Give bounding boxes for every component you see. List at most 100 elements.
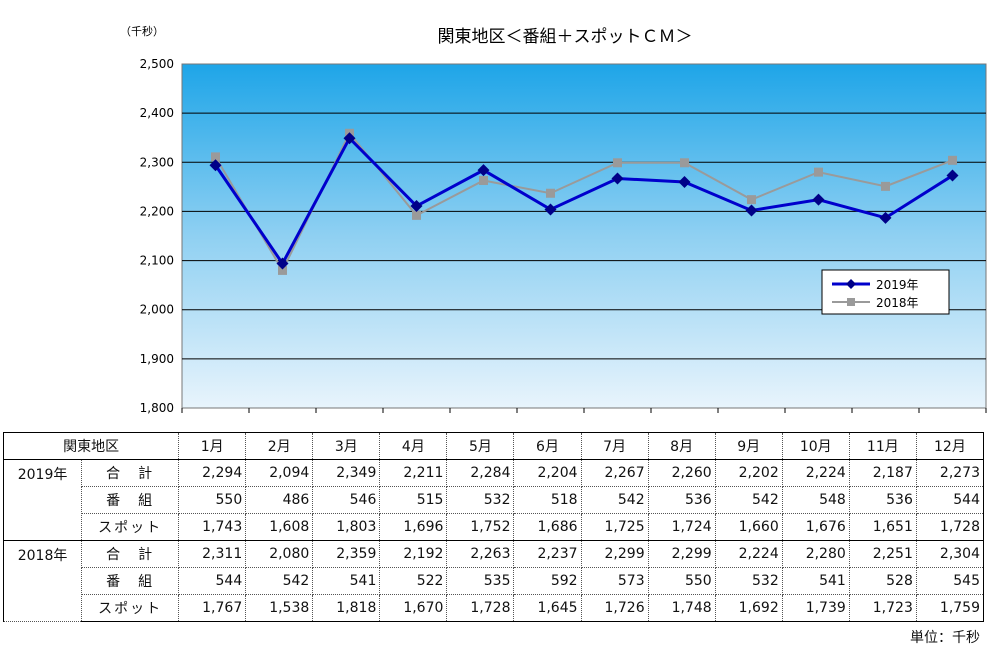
table-cell: 545 <box>915 567 985 595</box>
y-tick-label: 2,000 <box>140 303 174 317</box>
table-cell: 541 <box>781 567 850 595</box>
table-cell: 542 <box>245 567 314 595</box>
table-cell: 1,752 <box>446 513 515 541</box>
y-tick-label: 2,300 <box>140 155 174 169</box>
table-cell: 1,651 <box>848 513 917 541</box>
y-tick-label: 1,800 <box>140 401 174 415</box>
data-table: 関東地区 1月 2月 3月 4月 5月 6月 7月 8月 9月 10月 11月 … <box>2 432 985 622</box>
table-cell: 1,743 <box>178 513 247 541</box>
table-cell: 2,299 <box>647 540 716 568</box>
month-header: 9月 <box>714 432 783 460</box>
month-header: 1月 <box>178 432 247 460</box>
plot-area <box>181 63 987 409</box>
data-point-2019 <box>544 203 557 216</box>
data-point-2018 <box>211 152 220 162</box>
table-cell: 1,803 <box>312 513 381 541</box>
table-cell: 2,204 <box>513 459 582 487</box>
y-tick-label: 2,500 <box>140 57 174 71</box>
data-point-2018 <box>546 188 555 198</box>
legend-label-2018: 2018年 <box>876 296 919 310</box>
month-header: 7月 <box>580 432 649 460</box>
table-cell: 1,728 <box>446 594 515 622</box>
table-row: 番 組 550 486 546 515 532 518 542 536 542 548 536 544 <box>4 486 985 514</box>
row-label: スポット <box>81 594 180 622</box>
month-header: 6月 <box>513 432 582 460</box>
month-header: 8月 <box>647 432 716 460</box>
table-cell: 1,724 <box>647 513 716 541</box>
table-cell: 2,349 <box>312 459 381 487</box>
data-point-2019 <box>946 169 959 182</box>
data-point-2019 <box>477 164 490 177</box>
data-point-2018 <box>948 155 957 165</box>
table-row: スポット 1,743 1,608 1,803 1,696 1,752 1,686 1,725 1… <box>4 513 985 541</box>
month-header: 12月 <box>915 432 985 460</box>
table-cell: 573 <box>580 567 649 595</box>
table-cell: 1,726 <box>580 594 649 622</box>
table-cell: 2,192 <box>379 540 448 568</box>
table-cell: 548 <box>781 486 850 514</box>
table-cell: 2,304 <box>915 540 985 568</box>
table-cell: 2,284 <box>446 459 515 487</box>
table-cell: 1,696 <box>379 513 448 541</box>
data-point-2018 <box>747 195 756 205</box>
table-cell: 1,725 <box>580 513 649 541</box>
table-cell: 518 <box>513 486 582 514</box>
month-header: 3月 <box>312 432 381 460</box>
y-tick-label: 2,100 <box>140 254 174 268</box>
table-cell: 1,728 <box>915 513 985 541</box>
data-point-2019 <box>209 159 222 172</box>
table-cell: 2,299 <box>580 540 649 568</box>
table-cell: 2,311 <box>178 540 247 568</box>
y-tick-label: 2,400 <box>140 106 174 120</box>
month-header: 5月 <box>446 432 515 460</box>
table-cell: 592 <box>513 567 582 595</box>
row-label: スポット <box>81 513 180 541</box>
table-cell: 1,723 <box>848 594 917 622</box>
table-cell: 1,670 <box>379 594 448 622</box>
table-cell: 2,294 <box>178 459 247 487</box>
data-point-2019 <box>879 211 892 224</box>
table-cell: 528 <box>848 567 917 595</box>
table-cell: 541 <box>312 567 381 595</box>
table-cell: 1,645 <box>513 594 582 622</box>
table-cell: 2,251 <box>848 540 917 568</box>
data-point-2018 <box>680 158 689 168</box>
data-point-2019 <box>611 172 624 185</box>
table-row: 番 組 544 542 541 522 535 592 573 550 532 541 528 545 <box>4 567 985 595</box>
month-header: 10月 <box>781 432 850 460</box>
table-row: 2019年合 計 2,294 2,094 2,349 2,211 2,284 2,204 2,… <box>2 459 985 541</box>
row-label: 合 計 <box>81 540 180 568</box>
chart: 関東地区＜番組＋スポットＣＭ＞ （千秒） 1,800 1,900 2,000 2,10… <box>120 24 987 415</box>
row-label: 番 組 <box>81 486 180 514</box>
data-point-2018 <box>278 265 287 275</box>
year-label: 2018年 <box>2 540 83 622</box>
data-point-2019 <box>745 204 758 217</box>
legend-label-2019: 2019年 <box>876 278 919 292</box>
table-cell: 1,767 <box>178 594 247 622</box>
row-label: 合 計 <box>81 459 180 487</box>
table-cell: 1,676 <box>781 513 850 541</box>
table-cell: 532 <box>446 486 515 514</box>
table-cell: 2,237 <box>513 540 582 568</box>
table-cell: 536 <box>848 486 917 514</box>
data-point-2018 <box>479 175 488 185</box>
table-cell: 536 <box>647 486 716 514</box>
table-cell: 1,748 <box>647 594 716 622</box>
table-cell: 546 <box>312 486 381 514</box>
x-axis-ticks <box>181 408 987 413</box>
table-cell: 1,818 <box>312 594 381 622</box>
table-cell: 2,224 <box>714 540 783 568</box>
table-cell: 2,094 <box>245 459 314 487</box>
table-cell: 550 <box>178 486 247 514</box>
table-cell: 2,260 <box>647 459 716 487</box>
month-header: 11月 <box>848 432 917 460</box>
table-cell: 1,692 <box>714 594 783 622</box>
row-label: 番 組 <box>81 567 180 595</box>
data-point-2018 <box>814 167 823 177</box>
legend-box <box>821 269 950 315</box>
table-cell: 2,280 <box>781 540 850 568</box>
table-cell: 550 <box>647 567 716 595</box>
table-row: 2018年合 計 2,311 2,080 2,359 2,192 2,263 2,237 2,… <box>2 540 985 622</box>
table-cell: 2,267 <box>580 459 649 487</box>
data-point-2019 <box>812 193 825 206</box>
